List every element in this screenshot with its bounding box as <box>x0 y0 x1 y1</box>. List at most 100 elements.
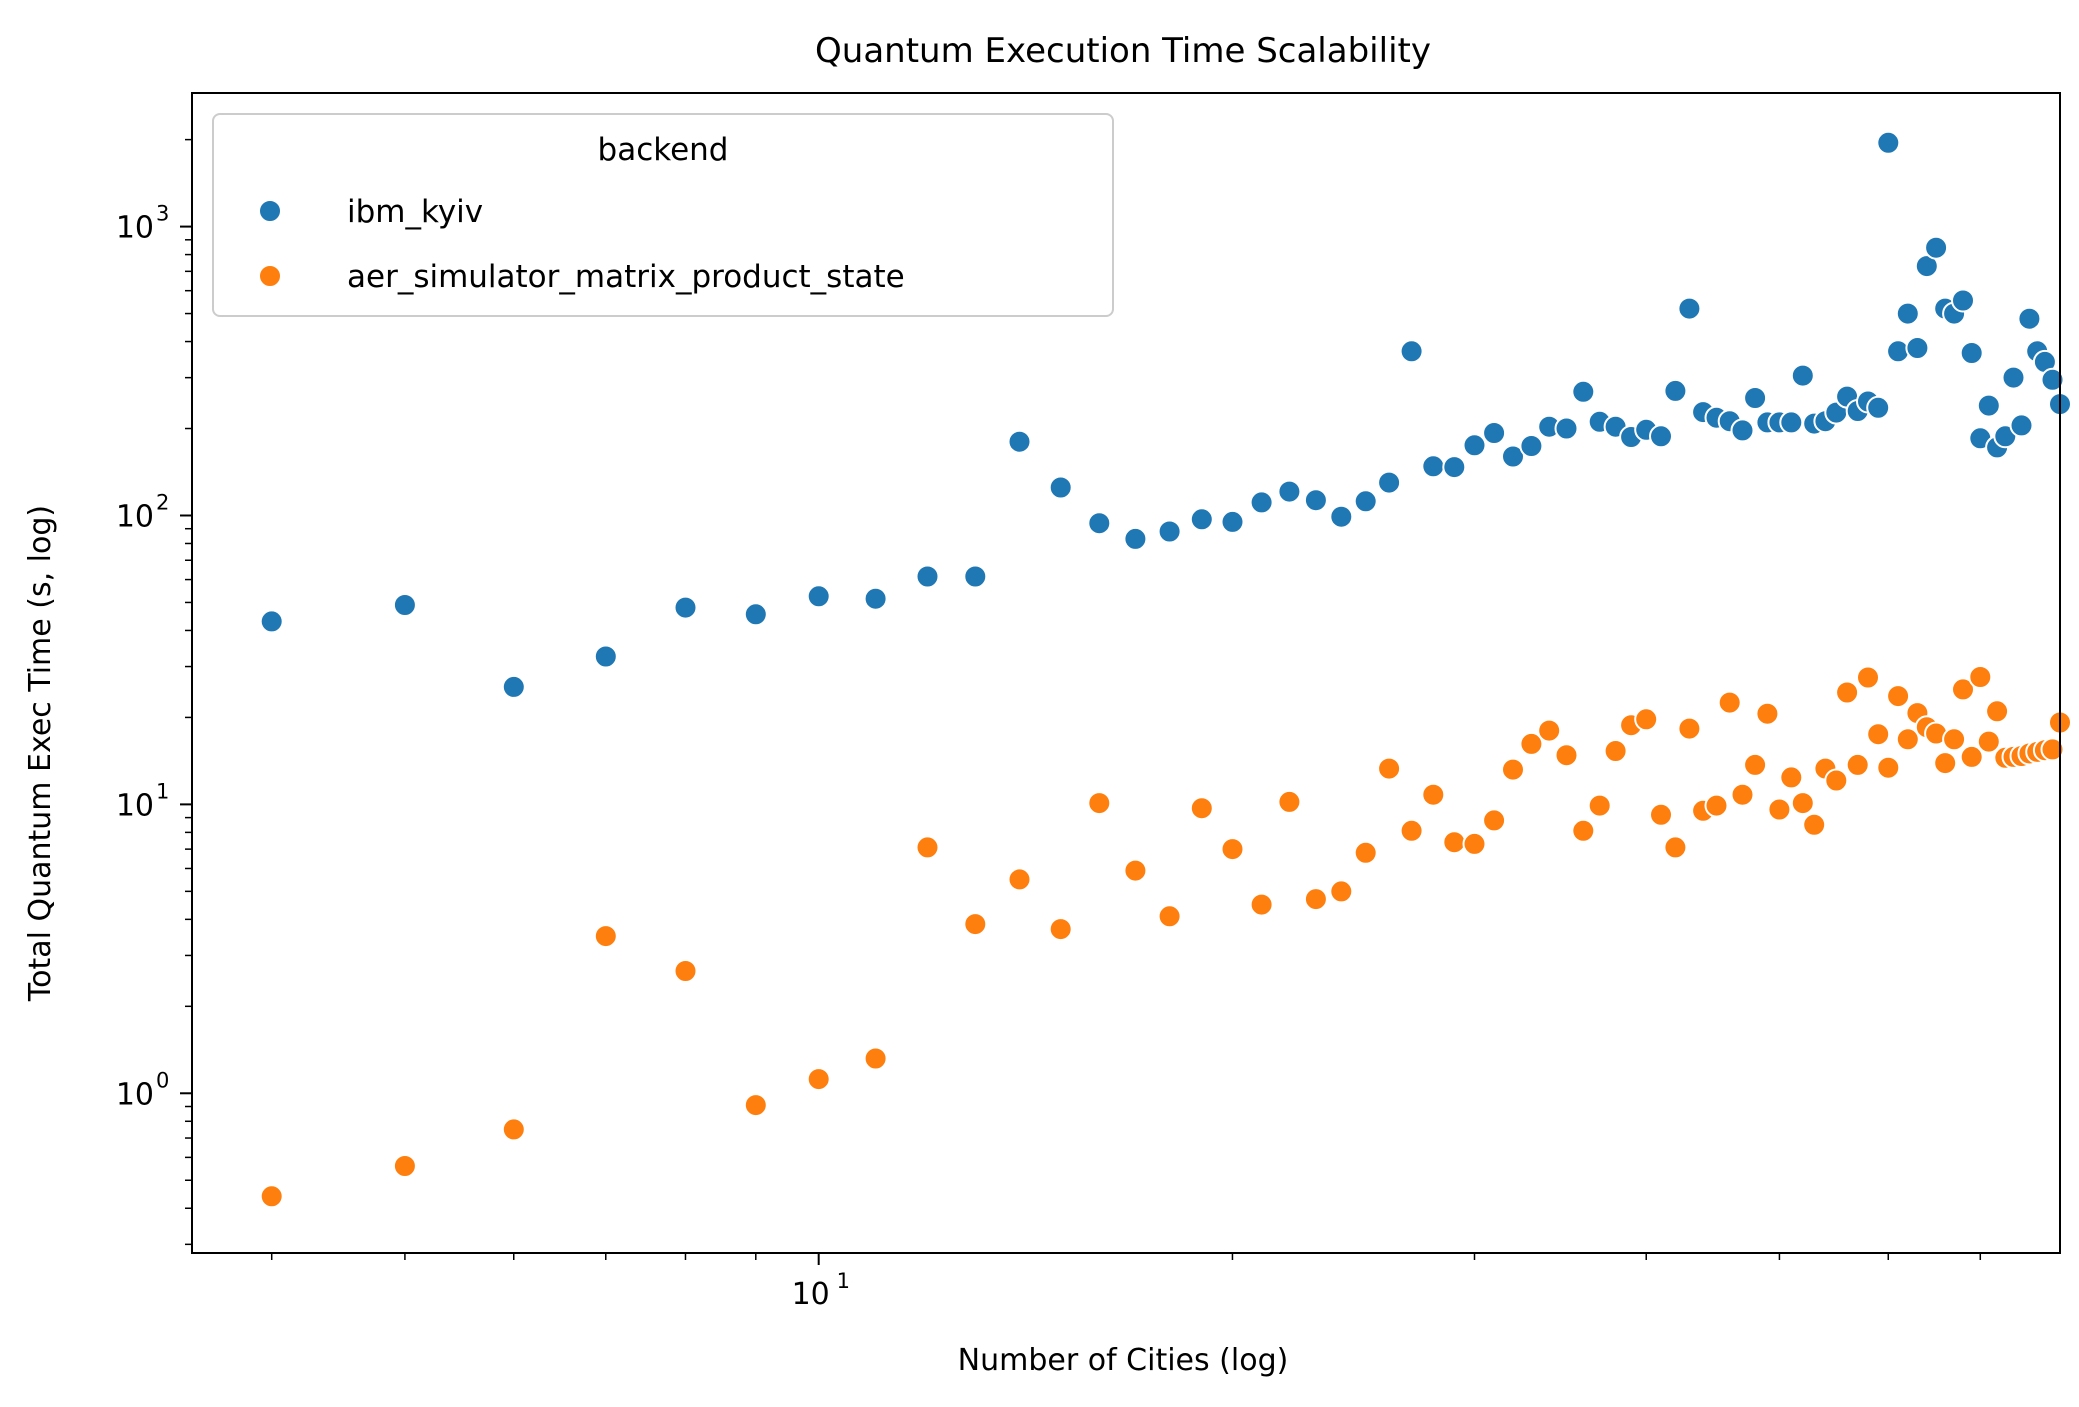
data-point <box>743 602 768 627</box>
data-point <box>1442 830 1467 855</box>
y-tick-label-exponent: 0 <box>156 1068 169 1092</box>
data-point <box>1845 752 1870 777</box>
data-point <box>2040 737 2065 762</box>
data-point <box>1895 301 1920 326</box>
data-point <box>1329 504 1354 529</box>
series-aer_simulator_matrix_product_state <box>259 665 2072 1209</box>
data-point <box>1571 818 1596 843</box>
x-axis-label: Number of Cities (log) <box>958 1343 1289 1378</box>
data-point <box>1730 782 1755 807</box>
data-point <box>501 674 526 699</box>
data-point <box>1462 433 1487 458</box>
data-point <box>1189 796 1214 821</box>
data-point <box>1677 296 1702 321</box>
y-tick-label: 10 <box>116 211 154 246</box>
y-tick-label: 10 <box>116 788 154 823</box>
data-point <box>1277 479 1302 504</box>
data-point <box>1329 879 1354 904</box>
data-point <box>1976 729 2001 754</box>
data-point <box>1985 699 2010 724</box>
data-point <box>1421 782 1446 807</box>
x-tick-label: 10 <box>792 1277 830 1312</box>
data-point <box>1663 378 1688 403</box>
data-point <box>1743 752 1768 777</box>
data-point <box>1157 519 1182 544</box>
data-point <box>1717 690 1742 715</box>
data-point <box>1951 288 1975 313</box>
data-point <box>863 586 888 611</box>
data-point <box>1399 339 1424 364</box>
data-point <box>1007 867 1032 892</box>
data-point <box>963 564 988 589</box>
data-point <box>1007 429 1032 454</box>
data-point <box>915 835 940 860</box>
data-point <box>1924 235 1949 260</box>
data-point <box>2009 413 2034 438</box>
data-point <box>1501 444 1525 469</box>
data-point <box>1303 488 1328 513</box>
data-point <box>1189 507 1214 532</box>
data-point <box>1835 680 1860 705</box>
data-point <box>1571 379 1596 404</box>
legend-title: backend <box>598 132 729 168</box>
legend-label-ibm-kyiv: ibm_kyiv <box>347 194 483 230</box>
data-point <box>1959 744 1984 769</box>
data-point <box>1462 831 1487 856</box>
data-point <box>673 595 698 620</box>
data-point <box>259 609 284 634</box>
data-point <box>806 584 831 609</box>
data-point <box>2017 306 2042 331</box>
data-point <box>1249 490 1274 515</box>
data-point <box>259 1184 284 1209</box>
data-point <box>1603 739 1628 763</box>
y-tick-label: 10 <box>116 499 154 534</box>
data-point <box>1790 791 1815 816</box>
data-point <box>1677 716 1702 741</box>
data-point <box>1554 743 1579 768</box>
data-point <box>1353 489 1378 514</box>
x-axis: 10 1 <box>270 1253 1982 1312</box>
data-point <box>1704 793 1729 818</box>
data-point <box>1123 858 1148 883</box>
y-tick-label: 10 <box>116 1077 154 1112</box>
legend-box <box>212 113 1114 317</box>
data-point <box>1866 395 1891 420</box>
data-point <box>1303 887 1328 912</box>
chart-title: Quantum Execution Time Scalability <box>815 31 1431 71</box>
data-point <box>1048 917 1073 942</box>
data-point <box>915 564 940 589</box>
data-point <box>1866 722 1891 747</box>
data-point <box>1876 130 1901 155</box>
data-point <box>1802 812 1827 837</box>
data-point <box>863 1046 888 1071</box>
data-point <box>1649 424 1673 449</box>
y-axis-label: Total Quantum Exec Time (s, log) <box>23 505 58 1002</box>
legend-marker-ibm-kyiv <box>258 199 282 223</box>
data-point <box>593 644 618 669</box>
data-point <box>1730 418 1755 443</box>
data-point <box>806 1067 831 1092</box>
data-point <box>963 912 988 937</box>
data-point <box>1743 386 1768 410</box>
data-point <box>1249 892 1274 917</box>
data-point <box>1895 727 1920 752</box>
data-point <box>1482 808 1507 833</box>
data-point <box>1353 840 1378 865</box>
data-point <box>1942 727 1967 752</box>
data-point <box>1755 701 1780 726</box>
legend-label-aer-simulator: aer_simulator_matrix_product_state <box>347 259 905 295</box>
data-point <box>743 1093 768 1118</box>
data-point <box>1377 756 1402 781</box>
data-point <box>1951 677 1975 702</box>
data-point <box>1933 751 1958 776</box>
data-point <box>1779 410 1804 435</box>
data-point <box>1790 363 1815 388</box>
data-point <box>1537 718 1562 743</box>
data-point <box>1779 765 1804 790</box>
data-point <box>1767 797 1792 822</box>
data-point <box>673 959 698 983</box>
data-point <box>1554 416 1579 441</box>
x-tick-label-exponent: 1 <box>837 1269 850 1293</box>
y-tick-label-exponent: 3 <box>156 202 169 226</box>
